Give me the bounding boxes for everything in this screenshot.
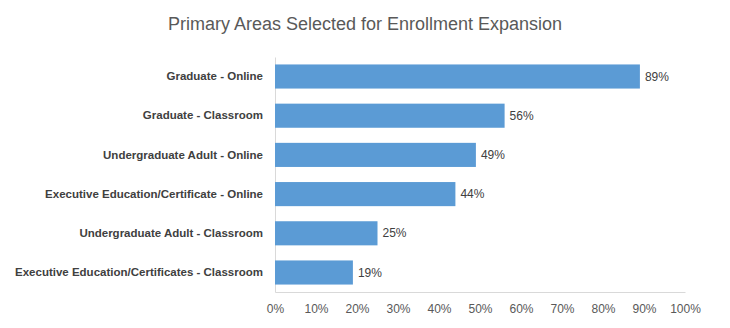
x-axis: 0% 10% 20% 30% 40% 50% 60% 70% 80% 90% 100% [267, 292, 701, 316]
chart: Primary Areas Selected for Enrollment Ex… [0, 0, 730, 328]
x-tick-label: 10% [304, 302, 328, 316]
x-tick: 90% [632, 292, 656, 316]
bar [275, 260, 353, 284]
bar [275, 143, 476, 167]
y-tick: Undergraduate Adult - Online [103, 149, 263, 161]
data-label: 19% [358, 266, 382, 280]
y-tick-label: Executive Education/Certificates - Class… [15, 266, 263, 278]
x-tick: 10% [304, 292, 328, 316]
y-tick: Graduate - Classroom [143, 109, 263, 121]
data-label: 49% [481, 148, 505, 162]
x-tick: 40% [427, 292, 451, 316]
y-axis: Graduate - Online Graduate - Classroom Und… [15, 58, 275, 293]
bars [275, 64, 640, 284]
x-tick-label: 100% [670, 302, 701, 316]
y-axis-line [275, 58, 276, 293]
y-tick-label: Graduate - Classroom [143, 109, 263, 121]
data-label: 25% [383, 226, 407, 240]
x-tick: 60% [509, 292, 533, 316]
data-label: 89% [645, 70, 669, 84]
x-tick-label: 20% [345, 302, 369, 316]
chart-title: Primary Areas Selected for Enrollment Ex… [168, 14, 562, 34]
x-tick-label: 0% [267, 302, 285, 316]
y-tick-label: Executive Education/Certificate - Online [45, 188, 263, 200]
y-tick: Executive Education/Certificate - Online [45, 188, 263, 200]
y-tick-label: Undergraduate Adult - Online [103, 149, 263, 161]
x-tick: 70% [550, 292, 574, 316]
bar [275, 104, 505, 128]
x-tick-label: 80% [591, 302, 615, 316]
y-tick: Graduate - Online [167, 70, 264, 82]
data-label: 56% [510, 109, 534, 123]
x-axis-line [276, 292, 686, 293]
data-labels: 89% 56% 49% 44% 25% 19% [358, 70, 669, 280]
x-tick-label: 70% [550, 302, 574, 316]
y-tick-label: Graduate - Online [167, 70, 264, 82]
x-tick: 80% [591, 292, 615, 316]
y-tick: Undergraduate Adult - Classroom [79, 227, 263, 239]
bar [275, 182, 455, 206]
x-tick: 30% [386, 292, 410, 316]
x-tick-label: 40% [427, 302, 451, 316]
x-tick: 20% [345, 292, 369, 316]
x-tick-label: 50% [468, 302, 492, 316]
x-tick-label: 30% [386, 302, 410, 316]
x-tick: 100% [670, 292, 701, 316]
x-tick: 0% [267, 292, 285, 316]
y-tick: Executive Education/Certificates - Class… [15, 266, 263, 278]
bar [275, 64, 640, 88]
bar [275, 221, 378, 245]
data-label: 44% [460, 187, 484, 201]
x-tick-label: 60% [509, 302, 533, 316]
x-tick: 50% [468, 292, 492, 316]
y-tick-label: Undergraduate Adult - Classroom [79, 227, 263, 239]
x-tick-label: 90% [632, 302, 656, 316]
